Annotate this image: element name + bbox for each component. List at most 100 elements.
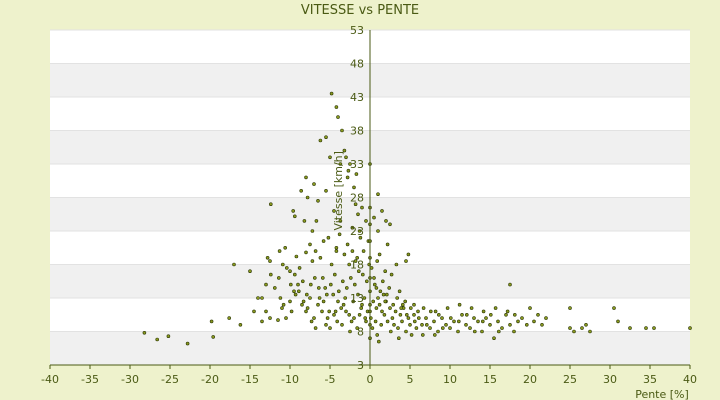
data-point	[238, 322, 243, 327]
data-point	[363, 316, 368, 320]
data-point	[568, 306, 572, 310]
data-point	[272, 286, 277, 290]
data-point	[324, 189, 328, 193]
data-point	[334, 246, 339, 250]
data-point	[332, 312, 336, 317]
data-point	[284, 266, 289, 270]
data-point	[350, 225, 355, 230]
data-point	[336, 115, 340, 119]
data-point	[334, 249, 339, 253]
data-point	[376, 192, 380, 196]
data-point	[391, 302, 396, 307]
data-point	[387, 286, 392, 290]
data-point	[394, 262, 399, 267]
data-point	[348, 276, 353, 280]
data-point	[288, 299, 292, 304]
data-point	[278, 296, 283, 300]
data-point	[508, 282, 512, 287]
data-point	[460, 312, 464, 317]
data-point	[348, 329, 352, 334]
data-point	[456, 319, 461, 324]
data-point	[310, 229, 315, 233]
data-point	[375, 333, 380, 337]
data-point	[370, 326, 375, 330]
data-point	[268, 316, 272, 320]
y-tick-label: 13	[350, 292, 364, 305]
data-point	[283, 246, 288, 250]
data-point	[484, 316, 488, 320]
x-tick-label: -35	[81, 373, 99, 386]
data-point	[328, 155, 332, 160]
data-point	[468, 326, 472, 330]
data-point	[313, 326, 318, 330]
y-tick-label: 18	[350, 259, 364, 272]
data-point	[318, 138, 323, 143]
data-point	[324, 322, 328, 327]
data-point	[512, 329, 516, 334]
data-point	[399, 306, 404, 310]
data-point	[464, 322, 468, 327]
data-point	[185, 341, 190, 346]
data-point	[398, 312, 403, 317]
data-point	[388, 329, 393, 334]
data-point	[416, 309, 420, 314]
data-point	[375, 259, 380, 263]
y-axis-label: Vitesse [km/h]	[332, 151, 345, 231]
y-tick-label: 28	[350, 192, 364, 205]
data-point	[336, 299, 340, 304]
data-point	[428, 309, 433, 314]
data-point	[288, 269, 292, 274]
data-point	[314, 219, 319, 223]
data-point	[403, 299, 408, 304]
data-point	[268, 259, 272, 263]
data-point	[628, 326, 632, 330]
data-point	[472, 329, 477, 334]
data-point	[388, 306, 392, 310]
data-point	[312, 182, 316, 186]
data-point	[448, 326, 452, 330]
data-point	[260, 319, 264, 324]
y-tick-label: 43	[350, 91, 364, 104]
data-point	[532, 319, 536, 324]
data-point	[347, 262, 352, 267]
data-point	[412, 302, 416, 307]
data-point	[321, 299, 326, 304]
data-point	[392, 322, 396, 327]
data-point	[412, 312, 416, 317]
data-point	[355, 255, 360, 260]
x-tick-label: 15	[483, 373, 497, 386]
data-point	[480, 319, 485, 324]
data-point	[380, 279, 385, 284]
data-point	[310, 259, 315, 263]
data-point	[344, 309, 348, 314]
data-point	[268, 272, 273, 277]
data-point	[412, 319, 417, 324]
data-point	[166, 334, 171, 339]
data-point	[305, 195, 310, 200]
data-point	[376, 229, 380, 233]
data-point	[652, 326, 656, 330]
data-point	[333, 309, 338, 314]
data-point	[340, 128, 344, 133]
data-point	[397, 289, 402, 294]
data-point	[316, 302, 320, 307]
data-point	[358, 235, 363, 240]
data-point	[296, 289, 301, 294]
data-point	[324, 135, 328, 139]
data-point	[292, 272, 297, 277]
x-tick-label: -15	[241, 373, 259, 386]
data-point	[492, 336, 496, 341]
chart-title: VITESSE vs PENTE	[301, 3, 419, 18]
data-point	[409, 333, 414, 337]
data-point	[390, 316, 395, 320]
data-point	[256, 296, 260, 300]
data-point	[496, 329, 501, 334]
x-tick-label: -25	[161, 373, 179, 386]
data-point	[304, 175, 308, 180]
x-tick-label: -5	[325, 373, 336, 386]
data-point	[248, 269, 252, 274]
data-point	[376, 339, 381, 344]
x-tick-label: -20	[201, 373, 219, 386]
data-point	[414, 326, 419, 330]
